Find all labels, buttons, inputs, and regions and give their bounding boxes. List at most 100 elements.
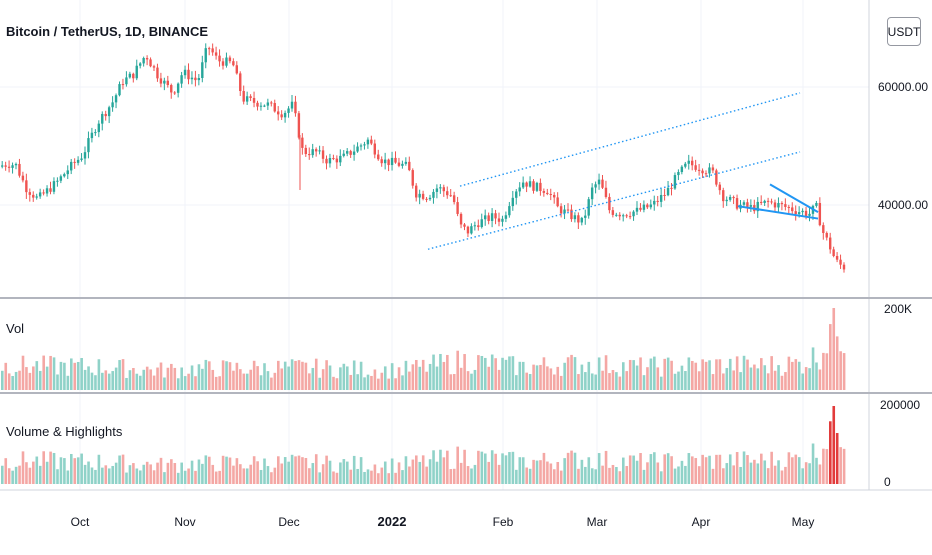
volume-bar	[283, 361, 287, 390]
highlight-volume-bar	[318, 472, 321, 484]
volume-bar	[625, 371, 629, 390]
highlight-volume-bar	[635, 460, 639, 484]
volume-bar	[760, 358, 763, 390]
highlight-volume-bar	[553, 469, 556, 484]
volume-bar	[21, 355, 25, 390]
volume-bar	[490, 354, 494, 390]
highlight-volume-bar	[332, 471, 335, 484]
volume-bar	[25, 367, 28, 390]
volume-bar	[232, 370, 235, 390]
candle-body	[549, 193, 552, 195]
candle-body	[659, 194, 663, 202]
volume-bar	[359, 361, 363, 390]
candle-body	[156, 67, 159, 79]
highlight-volume-bar	[325, 455, 328, 484]
volume-bar	[404, 360, 408, 390]
candle-body	[749, 205, 753, 207]
candle-body	[114, 95, 118, 103]
volume-bar	[228, 362, 232, 390]
volume-bar	[145, 366, 149, 390]
volume-bar	[466, 371, 470, 390]
volume-bar	[287, 366, 290, 390]
highlight-volume-bar	[628, 455, 632, 484]
volume-bar	[835, 336, 839, 390]
candle-body	[763, 200, 766, 203]
highlight-volume-bar	[549, 463, 553, 484]
volume-bar	[390, 363, 394, 390]
highlight-volume-bar	[604, 450, 608, 484]
candle-body	[808, 213, 811, 216]
candle-body	[7, 166, 11, 168]
candle-body	[321, 150, 325, 159]
volume-bar	[435, 366, 439, 390]
candle-body	[42, 192, 45, 194]
highlight-volume-bar	[735, 452, 739, 484]
highlight-volume-bar	[511, 451, 515, 484]
volume-bar	[225, 361, 228, 390]
highlight-volume-bar	[570, 450, 573, 484]
candle-body	[528, 181, 532, 187]
volume-bar	[784, 372, 787, 390]
candle-body	[346, 151, 349, 154]
volume-bar	[297, 360, 301, 390]
highlight-volume-bar	[563, 458, 566, 484]
highlight-volume-bar	[128, 465, 132, 484]
trendline-0	[427, 151, 801, 250]
volume-bar	[373, 369, 377, 390]
candle-body	[221, 61, 225, 66]
volume-bar	[563, 362, 566, 390]
volume-bar	[518, 361, 522, 390]
volume-bar	[94, 375, 97, 390]
highlight-volume-bar	[753, 459, 756, 484]
currency-button[interactable]: USDT	[887, 17, 921, 46]
candle-body	[111, 102, 114, 108]
volume-bar	[708, 360, 711, 390]
candle-body	[25, 180, 28, 193]
highlight-volume-bar	[294, 456, 297, 484]
candle-body	[408, 161, 411, 171]
highlight-volume-bar	[811, 443, 815, 484]
volume-bar	[28, 372, 32, 390]
volume-bar	[335, 378, 339, 390]
highlight-volume-bar	[7, 468, 11, 484]
candle-body	[459, 213, 463, 225]
volume-bar	[83, 369, 87, 390]
highlight-volume-bar	[290, 454, 294, 484]
highlight-volume-bar	[214, 471, 218, 484]
candle-body	[204, 48, 207, 63]
candle-body	[318, 150, 321, 152]
volume-bar	[515, 375, 518, 390]
highlight-volume-bar	[321, 464, 325, 484]
volume-bar	[166, 367, 170, 390]
highlight-volume-bar	[508, 452, 511, 484]
highlight-volume-bar	[656, 462, 660, 484]
candle-body	[735, 198, 739, 209]
candle-body	[287, 108, 290, 113]
highlight-volume-bar	[797, 457, 801, 484]
volume-bar	[7, 373, 11, 390]
highlight-volume-bar	[784, 466, 787, 484]
volume-bar	[32, 366, 35, 390]
candle-body	[28, 192, 31, 195]
highlight-volume-bar	[801, 468, 804, 484]
trendline-1	[459, 92, 801, 187]
volume-bar	[797, 361, 801, 390]
candle-body	[625, 215, 628, 217]
highlight-volume-bar	[611, 464, 615, 484]
volume-bar	[818, 369, 822, 390]
highlight-volume-bar	[118, 455, 121, 484]
highlight-volume-bar	[494, 453, 497, 484]
candle-body	[194, 77, 197, 81]
highlight-volume-bar	[566, 452, 570, 484]
volume-bar	[694, 362, 698, 390]
highlight-volume-bar	[435, 461, 439, 484]
candle-body	[670, 187, 673, 189]
volume-bar	[63, 362, 66, 390]
candle-body	[563, 209, 566, 214]
candle-body	[70, 161, 73, 171]
candle-body	[197, 78, 201, 81]
candle-body	[280, 114, 283, 118]
candle-body	[49, 188, 52, 192]
volume-bar	[794, 359, 798, 390]
candle-body	[11, 165, 14, 168]
